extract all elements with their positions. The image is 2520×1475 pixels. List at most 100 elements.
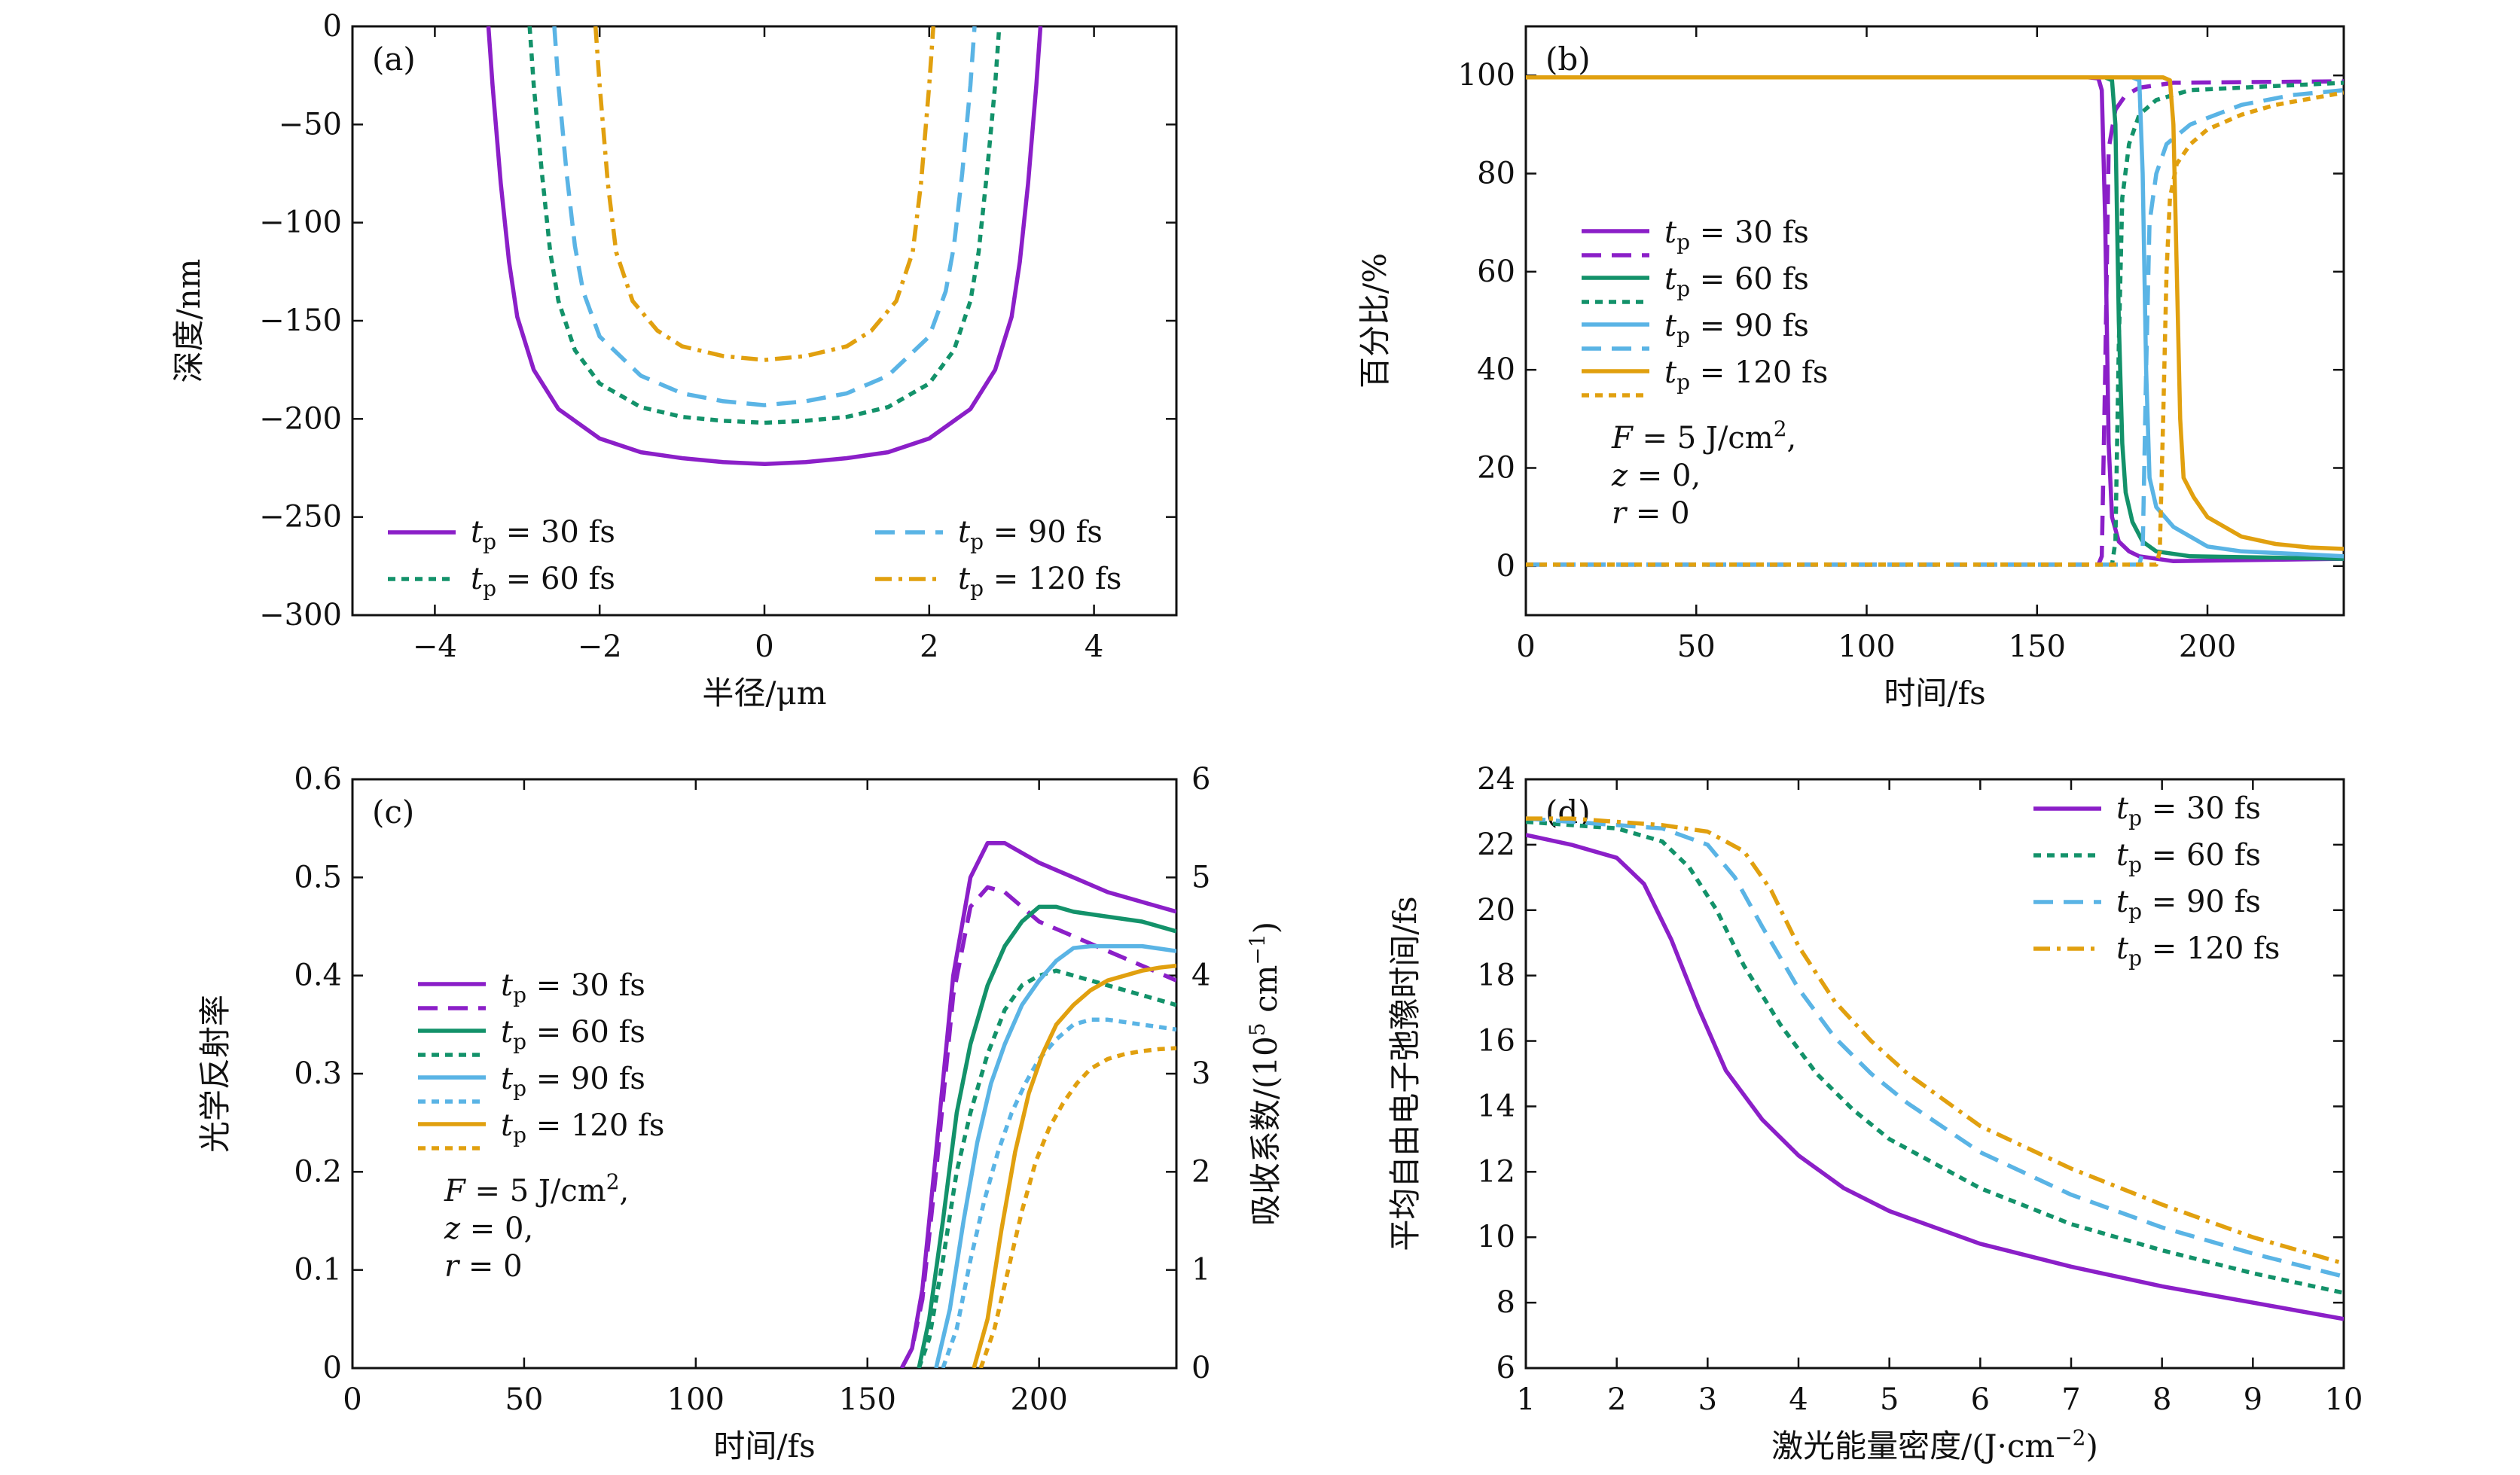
series-line-d-1 — [1526, 819, 2344, 1295]
legend-label: tp = 60 fs — [471, 562, 615, 601]
annotation-line: r = 0 — [1612, 496, 1690, 531]
series-line-c-6 — [972, 963, 1176, 1368]
x-tick-label: 200 — [1010, 1382, 1067, 1417]
legend-label: tp = 30 fs — [471, 515, 615, 554]
legend-entry: tp = 30 fs — [388, 515, 615, 554]
legend-label: tp = 120 fs — [958, 562, 1121, 601]
legend-label: tp = 30 fs — [1664, 215, 1809, 254]
series-line-c-3 — [917, 968, 1176, 1368]
x-tick-label: 3 — [1698, 1382, 1717, 1417]
y-right-tick-label: 6 — [1191, 762, 1210, 797]
legend-entry: tp = 90 fs — [2033, 885, 2261, 924]
series-line-c-1 — [899, 885, 1176, 1368]
y-right-tick-label: 2 — [1191, 1154, 1210, 1189]
legend-label: tp = 60 fs — [501, 1015, 645, 1054]
x-tick-label: 0 — [755, 629, 773, 664]
series-line-b-5 — [1526, 87, 2344, 567]
legend-entry: tp = 60 fs — [418, 1015, 645, 1057]
series-line-b-2 — [1526, 75, 2344, 561]
panel-label: (b) — [1545, 41, 1591, 78]
y-tick-label: 6 — [1496, 1351, 1515, 1385]
panel-label: (c) — [372, 794, 414, 830]
annotation-line: z = 0, — [444, 1211, 533, 1246]
x-tick-label: 4 — [1789, 1382, 1808, 1417]
annotation-line: z = 0, — [1611, 459, 1701, 493]
legend: tp = 30 fs tp = 60 fs tp = 90 fs tp = 120 f… — [418, 968, 664, 1150]
x-axis-title: 时间/fs — [1884, 675, 1985, 712]
x-tick-label: 1 — [1516, 1382, 1535, 1417]
x-axis-title: 激光能量密度/(J·cm−2) — [1771, 1425, 2098, 1464]
y-tick-label: 40 — [1477, 352, 1515, 387]
panel-label: (a) — [372, 41, 416, 78]
legend-entry: tp = 30 fs — [1582, 215, 1809, 258]
series-line-b-7 — [1526, 90, 2344, 567]
series-group — [1526, 75, 2344, 567]
y-tick-label: 10 — [1477, 1220, 1515, 1254]
series-line-a-3 — [593, 26, 936, 362]
series-group — [486, 26, 1043, 467]
y-tick-label: −100 — [259, 206, 342, 240]
legend-label: tp = 90 fs — [501, 1062, 645, 1101]
y-tick-label: 20 — [1477, 451, 1515, 486]
y-tick-label: 20 — [1477, 893, 1515, 928]
series-line-b-3 — [1526, 81, 2344, 567]
y-tick-label: 14 — [1477, 1089, 1515, 1123]
y-right-tick-label: 1 — [1191, 1253, 1210, 1288]
legend-label: tp = 90 fs — [958, 515, 1103, 554]
y-right-tick-label: 5 — [1191, 860, 1210, 894]
x-tick-label: 2 — [1607, 1382, 1626, 1417]
x-axis-title: 时间/fs — [713, 1428, 815, 1464]
y-tick-label: 22 — [1477, 827, 1515, 862]
panel-c: 0 50 100 150 200 0 0.1 0.2 0.3 0.4 0.5 0.6 0 1 2 3 4 5 6 (c… — [197, 762, 1284, 1464]
panel-b: 0 50 100 150 200 0 20 40 60 80 100 (b) 时间/fs 百分比/% tp … — [1356, 25, 2345, 712]
plot-frame — [1524, 778, 2345, 1370]
legend-entry: tp = 60 fs — [1582, 262, 1809, 304]
x-axis-title: 半径/μm — [702, 675, 826, 712]
series-line-b-6 — [1526, 75, 2344, 551]
panel-a: −4 −2 0 2 4 0 −50 −100 −150 −200 −250 −300 (a) 半径/μm 深… — [170, 9, 1178, 712]
x-tick-label: 7 — [2061, 1382, 2080, 1417]
series-line-a-1 — [527, 26, 1002, 425]
legend-entry: tp = 30 fs — [2033, 791, 2261, 830]
y-tick-label: 18 — [1477, 958, 1515, 993]
series-line-a-2 — [552, 26, 977, 407]
y-tick-label: 0 — [1496, 549, 1515, 584]
x-tick-label: 8 — [2152, 1382, 2171, 1417]
y-tick-label: 0.2 — [294, 1154, 342, 1189]
annotation-line: r = 0 — [444, 1249, 523, 1284]
legend-label: tp = 90 fs — [1664, 309, 1809, 348]
series-line-c-2 — [917, 904, 1176, 1368]
y-tick-label: 100 — [1458, 58, 1515, 93]
legend-entry: tp = 60 fs — [388, 562, 615, 601]
legend-entry: tp = 60 fs — [2033, 838, 2261, 877]
legend-label: tp = 120 fs — [1664, 355, 1828, 395]
y-axis-title: 平均自由电子弛豫时间/fs — [1387, 896, 1423, 1251]
y-tick-label: 8 — [1496, 1285, 1515, 1320]
x-tick-label: 200 — [2179, 629, 2236, 664]
x-tick-label: 0 — [343, 1382, 362, 1417]
parameter-annotation: F = 5 J/cm2,z = 0,r = 0 — [1611, 416, 1796, 531]
x-tick-label: 2 — [920, 629, 938, 664]
y-axis-title: 百分比/% — [1356, 253, 1393, 389]
y-tick-label: 0.5 — [294, 860, 342, 894]
legend-entry: tp = 120 fs — [418, 1108, 664, 1150]
y-tick-label: 0 — [323, 1351, 342, 1385]
legend-entry: tp = 120 fs — [1582, 355, 1828, 398]
legend-entry: tp = 90 fs — [875, 515, 1103, 554]
series-line-c-4 — [934, 943, 1176, 1368]
x-tick-label: 4 — [1085, 629, 1103, 664]
x-tick-label: 5 — [1880, 1382, 1899, 1417]
x-tick-label: 100 — [1838, 629, 1895, 664]
y-tick-label: 0.6 — [294, 762, 342, 797]
series-group — [1526, 816, 2344, 1321]
plot-frame — [1524, 25, 2345, 617]
legend-label: tp = 60 fs — [2116, 838, 2261, 877]
x-tick-label: 150 — [2009, 629, 2066, 664]
legend-entry: tp = 120 fs — [2033, 931, 2280, 971]
series-line-c-7 — [978, 1046, 1176, 1368]
x-tick-label: 150 — [839, 1382, 896, 1417]
legend: tp = 30 fs tp = 60 fs tp = 90 fs tp = 120 f… — [1582, 215, 1828, 398]
legend-entry: tp = 120 fs — [875, 562, 1121, 601]
y-tick-label: 24 — [1477, 762, 1515, 797]
